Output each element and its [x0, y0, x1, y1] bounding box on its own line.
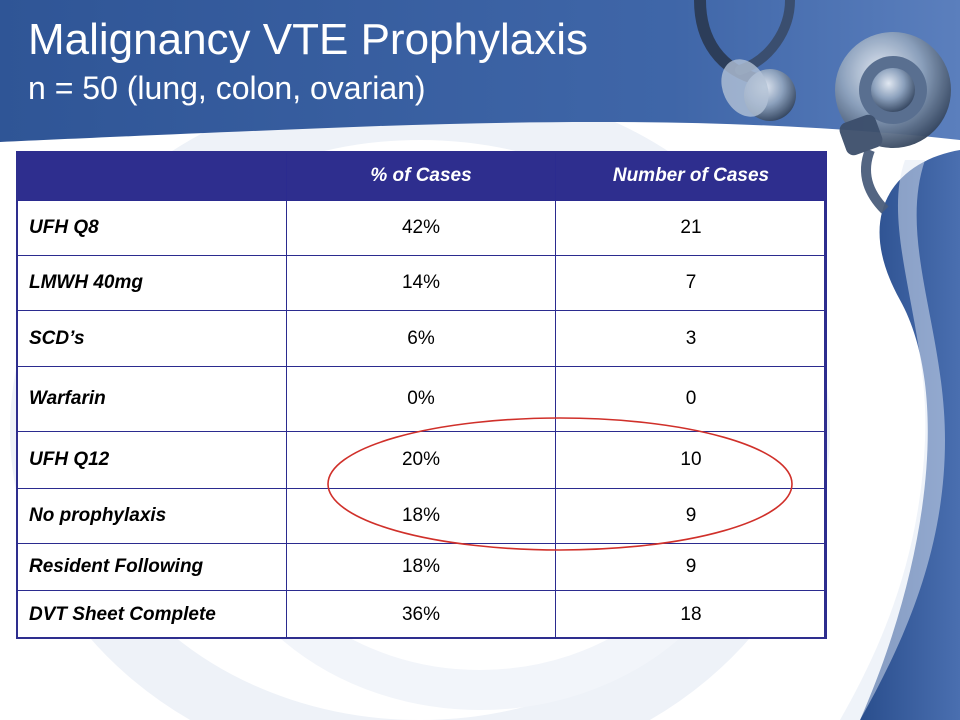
- count-cell: 9: [555, 488, 827, 544]
- column-header-count: Number of Cases: [555, 151, 827, 201]
- count-cell: 18: [555, 590, 827, 639]
- row-label: LMWH 40mg: [16, 255, 287, 311]
- row-label: UFH Q8: [16, 200, 287, 256]
- table-row: SCD’s 6% 3: [16, 310, 827, 367]
- table-row: LMWH 40mg 14% 7: [16, 255, 827, 311]
- stethoscope-graphic: [694, 0, 951, 214]
- row-label: Warfarin: [16, 366, 287, 432]
- count-cell: 3: [555, 310, 827, 367]
- table-row: UFH Q12 20% 10: [16, 431, 827, 489]
- table-row: Resident Following 18% 9: [16, 543, 827, 591]
- percent-cell: 20%: [286, 431, 556, 489]
- count-cell: 0: [555, 366, 827, 432]
- count-cell: 9: [555, 543, 827, 591]
- table-row: No prophylaxis 18% 9: [16, 488, 827, 544]
- percent-cell: 0%: [286, 366, 556, 432]
- table-row: UFH Q8 42% 21: [16, 200, 827, 256]
- row-label: SCD’s: [16, 310, 287, 367]
- row-label: No prophylaxis: [16, 488, 287, 544]
- table-row: DVT Sheet Complete 36% 18: [16, 590, 827, 639]
- table-header-row: % of Cases Number of Cases: [16, 151, 827, 201]
- percent-cell: 6%: [286, 310, 556, 367]
- count-cell: 21: [555, 200, 827, 256]
- percent-cell: 36%: [286, 590, 556, 639]
- row-label: UFH Q12: [16, 431, 287, 489]
- count-cell: 7: [555, 255, 827, 311]
- percent-cell: 42%: [286, 200, 556, 256]
- row-label: DVT Sheet Complete: [16, 590, 287, 639]
- percent-cell: 18%: [286, 488, 556, 544]
- slide-subtitle: n = 50 (lung, colon, ovarian): [28, 70, 426, 106]
- column-header-blank: [16, 151, 287, 201]
- column-header-percent: % of Cases: [286, 151, 556, 201]
- prophylaxis-table: % of Cases Number of Cases UFH Q8 42% 21…: [16, 151, 827, 639]
- count-cell: 10: [555, 431, 827, 489]
- table-row: Warfarin 0% 0: [16, 366, 827, 432]
- percent-cell: 14%: [286, 255, 556, 311]
- row-label: Resident Following: [16, 543, 287, 591]
- percent-cell: 18%: [286, 543, 556, 591]
- slide-title: Malignancy VTE Prophylaxis: [28, 15, 589, 64]
